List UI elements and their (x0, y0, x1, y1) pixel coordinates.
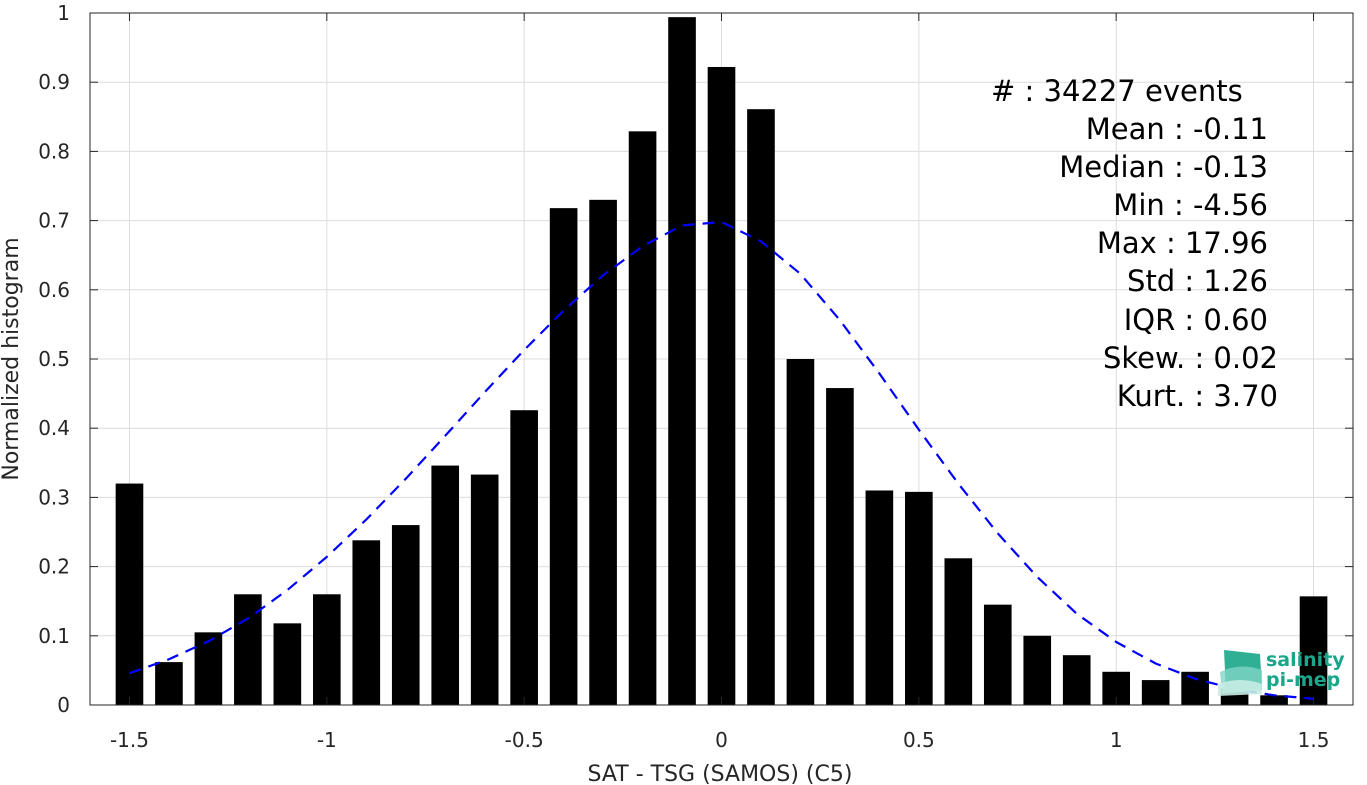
histogram-bar (707, 66, 736, 705)
x-tick-label: -1.5 (110, 728, 149, 752)
histogram-bar (589, 199, 617, 705)
histogram-bar (352, 540, 381, 705)
stat-max: Max : 17.96 (1097, 226, 1268, 260)
histogram-bar (391, 525, 420, 705)
histogram-bar (826, 388, 854, 705)
y-tick-label: 0.8 (38, 139, 70, 163)
y-tick-label: 0.1 (38, 624, 70, 648)
x-axis-label: SAT - TSG (SAMOS) (C5) (588, 762, 853, 785)
y-tick-label: 0.4 (38, 416, 70, 440)
histogram-bar (786, 359, 815, 705)
logo-text-salinity: salinity (1266, 649, 1345, 671)
histogram-bar (983, 604, 1012, 705)
histogram-bar (944, 558, 973, 705)
salinity-pi-mep-logo: salinity pi-mep (1218, 649, 1345, 696)
statistics-annotation: # : 34227 events Mean : -0.11 Median : -… (991, 74, 1278, 413)
axes (89, 12, 1354, 706)
x-tick-label: -0.5 (505, 728, 544, 752)
y-tick-label: 0.5 (38, 347, 70, 371)
logo-text-pimep: pi-mep (1266, 669, 1340, 691)
y-tick-label: 0.3 (38, 485, 70, 509)
histogram-bar (905, 491, 933, 705)
stat-events: # : 34227 events (991, 74, 1243, 108)
stat-skew: Skew. : 0.02 (1103, 341, 1278, 375)
histogram-bar (865, 490, 894, 705)
histogram-bar (668, 17, 696, 706)
histogram-bar (1062, 655, 1091, 705)
fit-curve-layer (129, 220, 1314, 700)
histogram-bar (1181, 671, 1209, 705)
y-tick-label: 0.9 (38, 70, 70, 94)
x-tick-label: 0 (715, 728, 728, 752)
bars (115, 17, 1328, 706)
histogram-bar (628, 131, 657, 705)
histogram-bar (273, 623, 302, 705)
x-tick-label: 1.5 (1298, 728, 1330, 752)
histogram-bar (431, 465, 460, 705)
histogram-bar (510, 410, 538, 705)
stat-mean: Mean : -0.11 (1086, 112, 1268, 146)
normal-fit-curve (129, 220, 1314, 700)
x-tick-label: 1 (1110, 728, 1123, 752)
histogram-bar (1260, 695, 1288, 705)
histogram-bar (1299, 596, 1328, 705)
y-tick-labels: 0 0.1 0.2 0.3 0.4 0.5 0.6 0.7 0.8 0.9 1 (38, 1, 70, 717)
stat-iqr: IQR : 0.60 (1124, 303, 1268, 337)
logo-wave-icon (1218, 650, 1262, 696)
y-tick-label: 0.6 (38, 278, 70, 302)
stat-median: Median : -0.13 (1059, 150, 1268, 184)
y-tick-label: 0.7 (38, 209, 70, 233)
histogram-bar (1141, 680, 1170, 705)
histogram-bar (1023, 635, 1052, 705)
y-tick-label: 0 (57, 693, 70, 717)
histogram-bar (470, 474, 499, 705)
stat-std: Std : 1.26 (1127, 264, 1268, 298)
histogram-bar (115, 483, 144, 705)
y-tick-label: 1 (57, 1, 70, 25)
x-tick-label: -1 (317, 728, 337, 752)
stat-min: Min : -4.56 (1113, 188, 1268, 222)
x-tick-labels: -1.5 -1 -0.5 0 0.5 1 1.5 (110, 728, 1329, 752)
histogram-bar (747, 109, 775, 706)
stat-kurt: Kurt. : 3.70 (1117, 379, 1278, 413)
y-axis-label: Normalized histogram (0, 237, 24, 480)
histogram-bar (549, 208, 578, 706)
histogram-bar (312, 594, 341, 705)
histogram-bar (194, 632, 223, 705)
histogram-bar (155, 662, 183, 705)
x-tick-label: 0.5 (903, 728, 935, 752)
y-tick-label: 0.2 (38, 555, 70, 579)
